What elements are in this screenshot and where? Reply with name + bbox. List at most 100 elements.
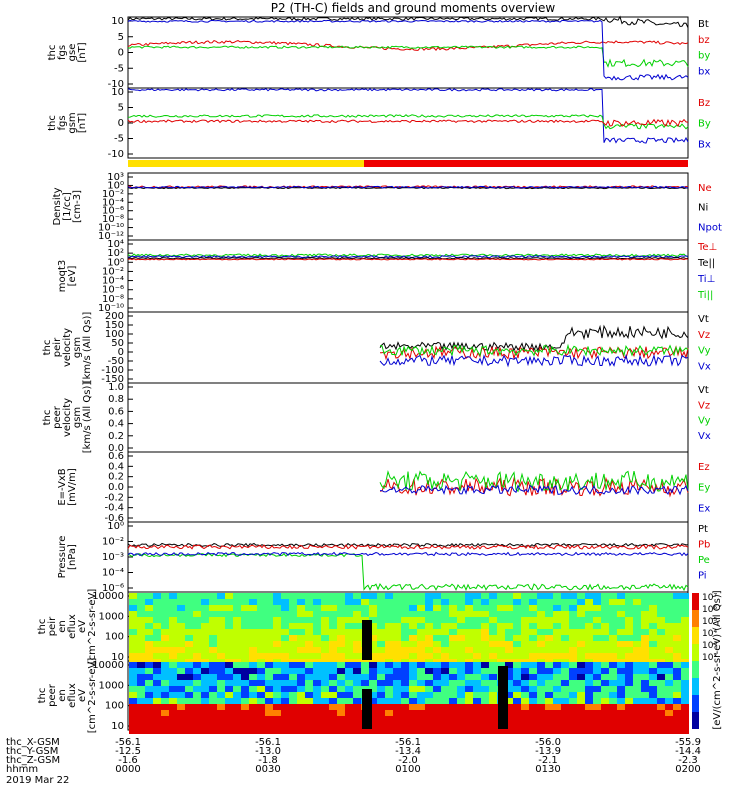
spec-cell	[593, 728, 601, 734]
spec-cell	[577, 704, 585, 710]
spec-cell	[537, 686, 545, 692]
spec-cell	[673, 647, 681, 653]
spec-cell	[633, 611, 641, 617]
spec-cell	[369, 617, 377, 623]
ylabel-peir_spec-1: peir	[47, 616, 58, 636]
xaxis-value-1-4: -14.4	[675, 746, 701, 757]
spec-cell	[553, 716, 561, 722]
spec-cell	[601, 605, 609, 611]
spec-cell	[545, 674, 553, 680]
spec-cell	[377, 617, 385, 623]
spec-cell	[289, 692, 297, 698]
spec-cell	[145, 641, 153, 647]
spec-cell	[665, 704, 673, 710]
colorbar-tick-3: 10⁴	[702, 629, 717, 639]
spec-cell	[273, 680, 281, 686]
spec-cell	[337, 629, 345, 635]
tick-temp-0: 10⁴	[107, 239, 124, 250]
series-Vx	[379, 353, 689, 368]
spec-cell	[521, 623, 529, 629]
spec-cell	[161, 716, 169, 722]
spec-cell	[345, 629, 353, 635]
spec-cell	[249, 599, 257, 605]
spec-cell	[513, 698, 521, 704]
spec-cell	[257, 635, 265, 641]
spec-cell	[433, 704, 441, 710]
spec-cell	[329, 617, 337, 623]
spec-cell	[457, 635, 465, 641]
spec-cell	[561, 716, 569, 722]
colorbar-cell	[692, 661, 699, 678]
spec-cell	[305, 641, 313, 647]
spec-cell	[377, 599, 385, 605]
legend-fgs_gse-3: bx	[698, 66, 710, 77]
spec-cell	[409, 623, 417, 629]
spec-cell	[345, 668, 353, 674]
spec-cell	[169, 599, 177, 605]
spec-cell	[433, 674, 441, 680]
spec-cell	[193, 704, 201, 710]
tick-peir_spec-2: 100	[105, 632, 124, 643]
spec-cell	[633, 686, 641, 692]
spec-cell	[129, 629, 137, 635]
spec-cell	[401, 617, 409, 623]
spec-cell	[409, 686, 417, 692]
spec-cell	[441, 617, 449, 623]
spec-cell	[377, 662, 385, 668]
spec-cell	[193, 635, 201, 641]
spec-cell	[289, 605, 297, 611]
series-Pe	[127, 552, 689, 592]
spec-cell	[209, 662, 217, 668]
spec-cell	[273, 641, 281, 647]
spec-cell	[409, 710, 417, 716]
spec-cell	[433, 716, 441, 722]
spec-cell	[633, 647, 641, 653]
spec-cell	[561, 698, 569, 704]
colorbar-cell	[692, 610, 699, 627]
spec-cell	[289, 668, 297, 674]
spec-cell	[393, 635, 401, 641]
spec-cell	[145, 605, 153, 611]
spec-cell	[561, 692, 569, 698]
spec-cell	[369, 629, 377, 635]
spec-cell	[369, 593, 377, 599]
spec-cell	[553, 698, 561, 704]
spec-cell	[257, 617, 265, 623]
spec-cell	[209, 641, 217, 647]
spec-cell	[409, 635, 417, 641]
spec-cell	[569, 686, 577, 692]
spec-cell	[305, 599, 313, 605]
series-Pt	[127, 542, 689, 548]
spec-cell	[681, 710, 689, 716]
spec-cell	[225, 722, 233, 728]
spec-cell	[329, 641, 337, 647]
spec-cell	[353, 617, 361, 623]
spec-cell	[225, 629, 233, 635]
spec-cell	[569, 698, 577, 704]
spec-cell	[249, 662, 257, 668]
spec-cell	[321, 605, 329, 611]
spec-cell	[313, 605, 321, 611]
spec-cell	[657, 623, 665, 629]
spec-cell	[201, 599, 209, 605]
spec-cell	[569, 611, 577, 617]
spec-cell	[665, 668, 673, 674]
spec-cell	[305, 605, 313, 611]
spec-cell	[353, 674, 361, 680]
spec-cell	[409, 668, 417, 674]
spec-cell	[209, 599, 217, 605]
spec-cell	[289, 593, 297, 599]
spec-cell	[457, 599, 465, 605]
spec-cell	[265, 641, 273, 647]
tick-pressure-2: 10⁻³	[102, 552, 124, 563]
spec-cell	[609, 653, 617, 659]
spec-cell	[425, 611, 433, 617]
spec-cell	[329, 728, 337, 734]
colorbar-label: [eV/(cm^2-s-sr-eV) (All Qs)]	[712, 590, 723, 729]
spec-cell	[537, 641, 545, 647]
spec-cell	[425, 629, 433, 635]
spec-cell	[217, 641, 225, 647]
tick-pei_vel-4: 0	[118, 347, 124, 358]
spec-cell	[513, 599, 521, 605]
spec-cell	[161, 662, 169, 668]
